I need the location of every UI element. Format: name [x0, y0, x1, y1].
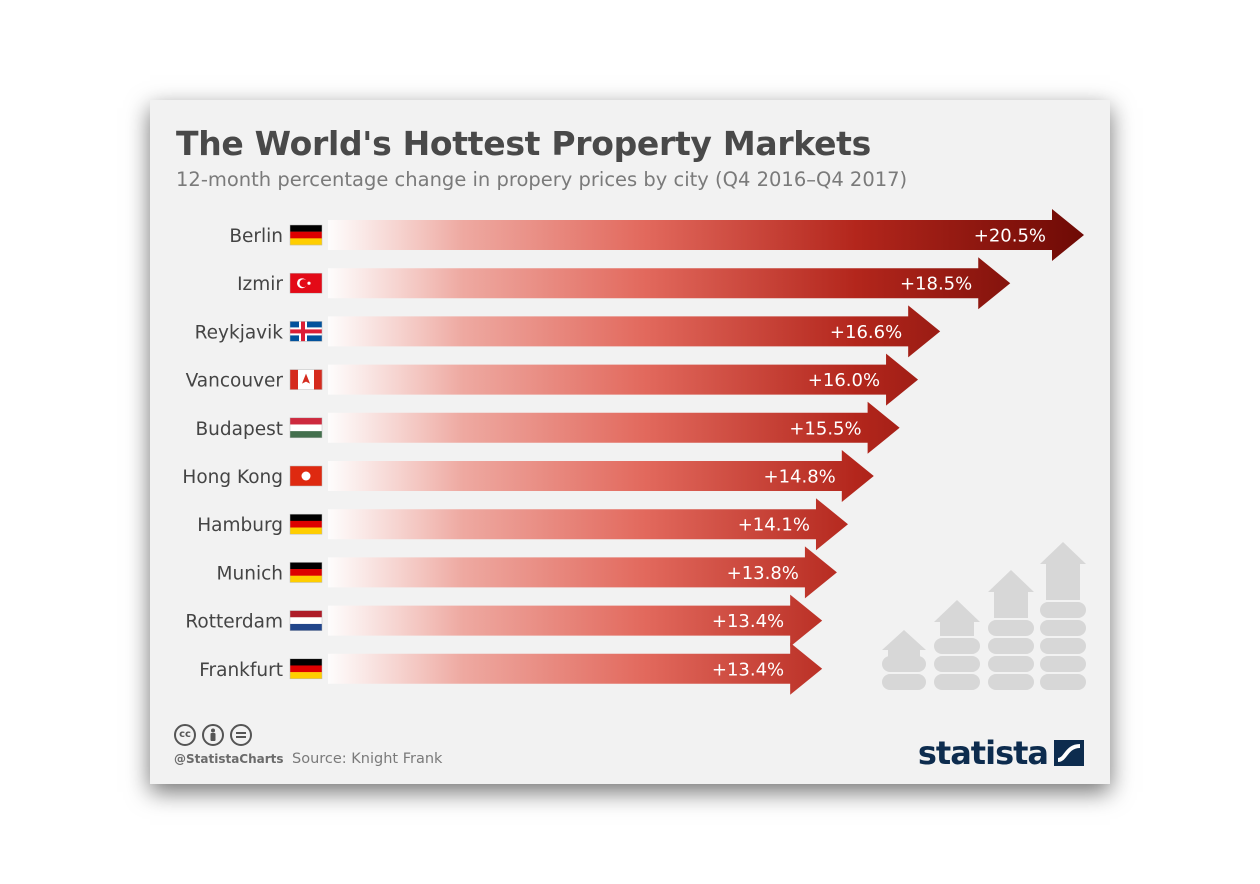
flag-turkey-icon: [289, 272, 323, 294]
coin-stack-houses-icon: [882, 542, 1086, 690]
bar-value-label: +13.4%: [712, 611, 784, 632]
bar-row: +13.8% Munich: [217, 546, 837, 599]
flag-germany-icon: [289, 562, 323, 583]
flag-hong-kong-icon: [289, 465, 323, 487]
source-note: Source: Knight Frank: [292, 751, 443, 767]
city-label: Frankfurt: [199, 660, 283, 681]
bar-value-label: +13.4%: [712, 659, 784, 680]
bar-value-label: +14.1%: [738, 515, 810, 536]
city-label: Reykjavik: [195, 322, 284, 343]
city-label: Izmir: [237, 274, 283, 295]
bar-value-label: +14.8%: [764, 467, 836, 488]
bar: [328, 257, 1011, 310]
bar: [328, 642, 823, 695]
statista-logo[interactable]: statista: [918, 734, 1084, 772]
flag-germany-icon: [289, 658, 323, 680]
chart-subtitle: 12-month percentage change in propery pr…: [176, 168, 908, 191]
bar-row: +18.5% Izmir: [237, 257, 1011, 310]
bar-value-label: +20.5%: [974, 226, 1046, 247]
bar-row: +16.6% Reykjavik: [195, 305, 941, 358]
bar: [328, 353, 919, 406]
bar-value-label: +15.5%: [789, 418, 861, 439]
bar: [328, 546, 837, 599]
city-label: Munich: [217, 563, 283, 584]
city-label: Hong Kong: [182, 467, 283, 488]
bar: [328, 450, 874, 502]
city-label: Budapest: [195, 419, 283, 440]
bar: [328, 498, 848, 551]
bar: [328, 305, 941, 358]
bar-value-label: +16.0%: [808, 370, 880, 391]
bar-row: +20.5% Berlin: [229, 209, 1084, 261]
bar-value-label: +18.5%: [900, 274, 972, 295]
bar: [328, 209, 1084, 261]
city-label: Hamburg: [197, 515, 283, 536]
city-label: Rotterdam: [185, 612, 283, 633]
cc-icon[interactable]: cc: [174, 724, 196, 746]
bar-value-label: +13.8%: [727, 563, 799, 584]
flag-germany-icon: [289, 224, 323, 246]
flag-iceland-icon: [289, 321, 323, 342]
chart-card: The World's Hottest Property Markets 12-…: [150, 100, 1110, 784]
bar-row: +13.4% Frankfurt: [199, 642, 823, 695]
chart-title: The World's Hottest Property Markets: [176, 124, 871, 163]
statista-handle[interactable]: @StatistaCharts: [174, 752, 284, 766]
bar-value-label: +16.6%: [830, 322, 902, 343]
bar-row: +16.0% Vancouver: [186, 353, 919, 406]
creative-commons-icons: cc: [174, 724, 252, 746]
bar: [328, 594, 823, 647]
statista-wordmark: statista: [917, 734, 1049, 772]
bar-row: +15.5% Budapest: [195, 401, 900, 454]
flag-germany-icon: [289, 513, 323, 535]
flag-hungary-icon: [289, 417, 323, 439]
statista-logo-icon: [1054, 740, 1084, 766]
city-label: Vancouver: [186, 371, 284, 392]
nd-icon[interactable]: [230, 724, 252, 746]
bar: [328, 401, 900, 454]
flag-canada-icon: [289, 369, 323, 390]
by-icon[interactable]: [202, 724, 224, 746]
bar-row: +13.4% Rotterdam: [185, 594, 823, 647]
bar-chart: +20.5%Berlin+18.5%Izmir+16.6%Reykjavik+1…: [182, 209, 1084, 695]
flag-netherlands-icon: [289, 610, 323, 631]
city-label: Berlin: [229, 226, 283, 247]
bar-row: +14.1% Hamburg: [197, 498, 848, 551]
bar-row: +14.8% Hong Kong: [182, 450, 874, 502]
